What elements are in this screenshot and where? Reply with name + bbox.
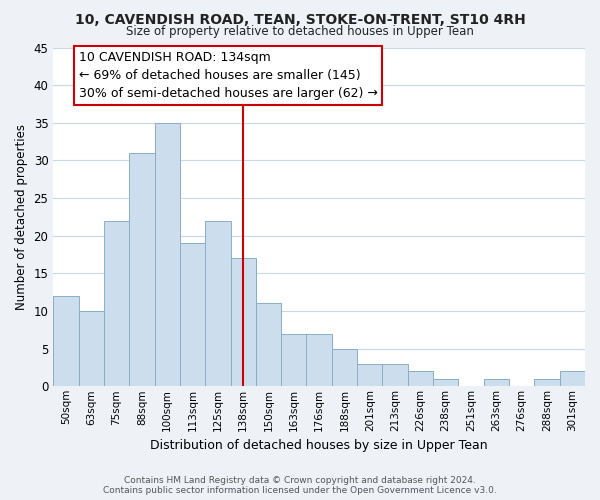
Bar <box>155 123 180 386</box>
Y-axis label: Number of detached properties: Number of detached properties <box>15 124 28 310</box>
Text: Contains HM Land Registry data © Crown copyright and database right 2024.: Contains HM Land Registry data © Crown c… <box>124 476 476 485</box>
Bar <box>281 334 307 386</box>
Text: 10, CAVENDISH ROAD, TEAN, STOKE-ON-TRENT, ST10 4RH: 10, CAVENDISH ROAD, TEAN, STOKE-ON-TRENT… <box>74 12 526 26</box>
Bar <box>104 220 129 386</box>
Bar <box>332 348 357 387</box>
Bar <box>535 378 560 386</box>
Bar <box>382 364 408 386</box>
Bar <box>307 334 332 386</box>
Text: 10 CAVENDISH ROAD: 134sqm
← 69% of detached houses are smaller (145)
30% of semi: 10 CAVENDISH ROAD: 134sqm ← 69% of detac… <box>79 52 377 100</box>
Bar <box>433 378 458 386</box>
Bar <box>484 378 509 386</box>
Bar <box>205 220 230 386</box>
Bar <box>53 296 79 386</box>
Bar <box>230 258 256 386</box>
Bar <box>560 371 585 386</box>
Bar <box>408 371 433 386</box>
Bar <box>357 364 382 386</box>
Bar <box>256 304 281 386</box>
X-axis label: Distribution of detached houses by size in Upper Tean: Distribution of detached houses by size … <box>151 440 488 452</box>
Bar <box>79 311 104 386</box>
Bar <box>180 243 205 386</box>
Text: Size of property relative to detached houses in Upper Tean: Size of property relative to detached ho… <box>126 25 474 38</box>
Bar <box>129 153 155 386</box>
Text: Contains public sector information licensed under the Open Government Licence v3: Contains public sector information licen… <box>103 486 497 495</box>
